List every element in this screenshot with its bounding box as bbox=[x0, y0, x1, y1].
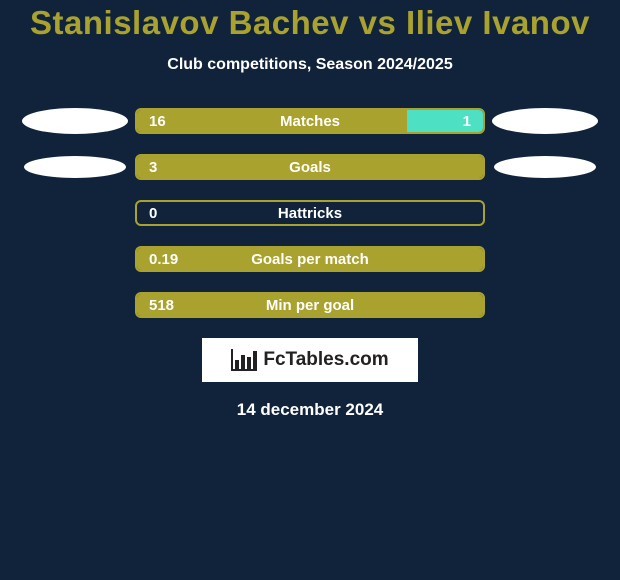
ellipse-icon bbox=[492, 108, 598, 134]
stat-value-left: 3 bbox=[149, 156, 157, 178]
stat-row: Hattricks0 bbox=[0, 200, 620, 226]
bar-chart-icon bbox=[231, 349, 257, 371]
date-text: 14 december 2024 bbox=[0, 400, 620, 420]
stat-bar: Goals3 bbox=[135, 154, 485, 180]
stat-bar: Hattricks0 bbox=[135, 200, 485, 226]
ellipse-icon bbox=[24, 156, 126, 178]
stat-bar: Matches16 1 bbox=[135, 108, 485, 134]
page-title: Stanislavov Bachev vs Iliev Ivanov bbox=[0, 0, 620, 42]
stat-row: Goals3 bbox=[0, 154, 620, 180]
stats-rows: Matches16 1 Goals3 Hattricks0 Goals per matc… bbox=[0, 108, 620, 318]
stat-row: Matches16 1 bbox=[0, 108, 620, 134]
stat-value-left: 16 bbox=[149, 110, 166, 132]
logo-text: FcTables.com bbox=[263, 349, 388, 371]
stat-bar: Min per goal518 bbox=[135, 292, 485, 318]
stat-label: Matches bbox=[137, 110, 483, 132]
stat-label: Min per goal bbox=[137, 294, 483, 316]
stat-label: Goals per match bbox=[137, 248, 483, 270]
comparison-canvas: Stanislavov Bachev vs Iliev Ivanov Club … bbox=[0, 0, 620, 580]
stat-label: Hattricks bbox=[137, 202, 483, 224]
right-indicator bbox=[485, 156, 605, 178]
right-indicator bbox=[485, 108, 605, 134]
stat-row: Min per goal518 bbox=[0, 292, 620, 318]
stat-value-left: 518 bbox=[149, 294, 174, 316]
subtitle: Club competitions, Season 2024/2025 bbox=[0, 56, 620, 74]
left-indicator bbox=[15, 156, 135, 178]
stat-row: Goals per match0.19 bbox=[0, 246, 620, 272]
stat-value-left: 0.19 bbox=[149, 248, 178, 270]
ellipse-icon bbox=[494, 156, 596, 178]
logo-box: FcTables.com bbox=[202, 338, 418, 382]
stat-value-right: 1 bbox=[463, 110, 471, 132]
stat-label: Goals bbox=[137, 156, 483, 178]
stat-value-left: 0 bbox=[149, 202, 157, 224]
stat-bar: Goals per match0.19 bbox=[135, 246, 485, 272]
left-indicator bbox=[15, 108, 135, 134]
ellipse-icon bbox=[22, 108, 128, 134]
